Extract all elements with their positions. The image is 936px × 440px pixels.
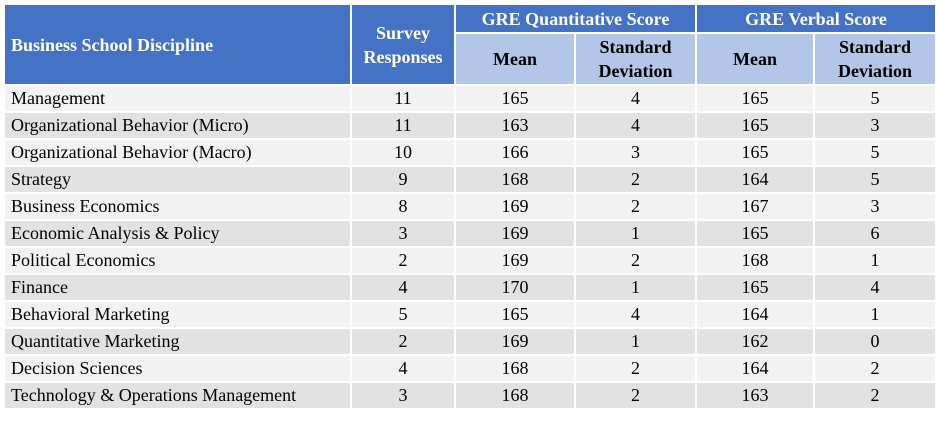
value-cell: 2 xyxy=(574,381,697,410)
value-cell: 1 xyxy=(812,246,936,275)
value-cell: 2 xyxy=(574,354,697,383)
value-cell: 168 xyxy=(454,354,576,383)
table-row: Business Economics 8 169 2 167 3 xyxy=(3,192,936,221)
value-cell: 165 xyxy=(695,219,815,248)
discipline-cell: Behavioral Marketing xyxy=(3,300,352,329)
value-cell: 3 xyxy=(812,111,936,140)
value-cell: 5 xyxy=(812,138,936,167)
value-cell: 4 xyxy=(574,111,697,140)
discipline-cell: Technology & Operations Management xyxy=(3,381,352,410)
discipline-cell: Strategy xyxy=(3,165,352,194)
value-cell: 4 xyxy=(350,354,456,383)
value-cell: 165 xyxy=(454,84,576,113)
value-cell: 2 xyxy=(350,327,456,356)
value-cell: 169 xyxy=(454,219,576,248)
subheader: Standard Deviation xyxy=(812,32,936,86)
table-row: Decision Sciences 4 168 2 164 2 xyxy=(3,354,936,383)
value-cell: 1 xyxy=(574,327,697,356)
value-cell: 5 xyxy=(350,300,456,329)
value-cell: 1 xyxy=(812,300,936,329)
header-responses: Survey Responses xyxy=(350,3,456,86)
value-cell: 165 xyxy=(695,273,815,302)
value-cell: 9 xyxy=(350,165,456,194)
value-cell: 169 xyxy=(454,327,576,356)
subheader: Mean xyxy=(454,32,576,86)
value-cell: 2 xyxy=(574,165,697,194)
value-cell: 4 xyxy=(574,300,697,329)
value-cell: 0 xyxy=(812,327,936,356)
value-cell: 167 xyxy=(695,192,815,221)
value-cell: 3 xyxy=(574,138,697,167)
value-cell: 165 xyxy=(695,138,815,167)
value-cell: 3 xyxy=(350,381,456,410)
discipline-cell: Business Economics xyxy=(3,192,352,221)
value-cell: 168 xyxy=(454,165,576,194)
value-cell: 164 xyxy=(695,354,815,383)
value-cell: 165 xyxy=(695,111,815,140)
discipline-cell: Organizational Behavior (Micro) xyxy=(3,111,352,140)
header-group: GRE Verbal Score xyxy=(694,3,936,34)
subheader: Mean xyxy=(695,32,815,86)
value-cell: 168 xyxy=(695,246,815,275)
value-cell: 4 xyxy=(812,273,936,302)
value-cell: 164 xyxy=(695,165,815,194)
value-cell: 2 xyxy=(812,381,936,410)
value-cell: 10 xyxy=(350,138,456,167)
subheader: Standard Deviation xyxy=(574,32,697,86)
header-discipline: Business School Discipline xyxy=(3,3,352,86)
value-cell: 11 xyxy=(350,84,456,113)
discipline-cell: Economic Analysis & Policy xyxy=(3,219,352,248)
discipline-cell: Quantitative Marketing xyxy=(3,327,352,356)
value-cell: 164 xyxy=(695,300,815,329)
value-cell: 165 xyxy=(454,300,576,329)
table-row: Finance 4 170 1 165 4 xyxy=(3,273,936,302)
value-cell: 2 xyxy=(574,192,697,221)
value-cell: 1 xyxy=(574,219,697,248)
table-row: Strategy 9 168 2 164 5 xyxy=(3,165,936,194)
header-group: GRE Quantitative Score xyxy=(454,3,697,34)
value-cell: 3 xyxy=(812,192,936,221)
discipline-cell: Finance xyxy=(3,273,352,302)
table-row: Organizational Behavior (Macro) 10 166 3 165… xyxy=(3,138,936,167)
table-row: Behavioral Marketing 5 165 4 164 1 xyxy=(3,300,936,329)
value-cell: 163 xyxy=(454,111,576,140)
value-cell: 168 xyxy=(454,381,576,410)
table-row: Political Economics 2 169 2 168 1 xyxy=(3,246,936,275)
value-cell: 6 xyxy=(812,219,936,248)
data-table: Business School Discipline Survey Respon… xyxy=(3,3,936,410)
value-cell: 169 xyxy=(454,192,576,221)
value-cell: 166 xyxy=(454,138,576,167)
value-cell: 1 xyxy=(574,273,697,302)
value-cell: 165 xyxy=(695,84,815,113)
table-row: Organizational Behavior (Micro) 11 163 4 165… xyxy=(3,111,936,140)
value-cell: 5 xyxy=(812,84,936,113)
table-row: Quantitative Marketing 2 169 1 162 0 xyxy=(3,327,936,356)
table-row: Management 11 165 4 165 5 xyxy=(3,84,936,113)
value-cell: 5 xyxy=(812,165,936,194)
discipline-cell: Management xyxy=(3,84,352,113)
table-row: Economic Analysis & Policy 3 169 1 165 6 xyxy=(3,219,936,248)
discipline-cell: Organizational Behavior (Macro) xyxy=(3,138,352,167)
value-cell: 3 xyxy=(350,219,456,248)
discipline-cell: Political Economics xyxy=(3,246,352,275)
value-cell: 4 xyxy=(350,273,456,302)
value-cell: 2 xyxy=(350,246,456,275)
table-row: Technology & Operations Management 3 168 2 1… xyxy=(3,381,936,410)
value-cell: 162 xyxy=(695,327,815,356)
value-cell: 2 xyxy=(812,354,936,383)
value-cell: 4 xyxy=(574,84,697,113)
table-body: Management 11 165 4 165 5 Organizational Behav… xyxy=(3,84,936,410)
value-cell: 170 xyxy=(454,273,576,302)
value-cell: 11 xyxy=(350,111,456,140)
value-cell: 2 xyxy=(574,246,697,275)
value-cell: 163 xyxy=(695,381,815,410)
discipline-cell: Decision Sciences xyxy=(3,354,352,383)
value-cell: 169 xyxy=(454,246,576,275)
value-cell: 8 xyxy=(350,192,456,221)
